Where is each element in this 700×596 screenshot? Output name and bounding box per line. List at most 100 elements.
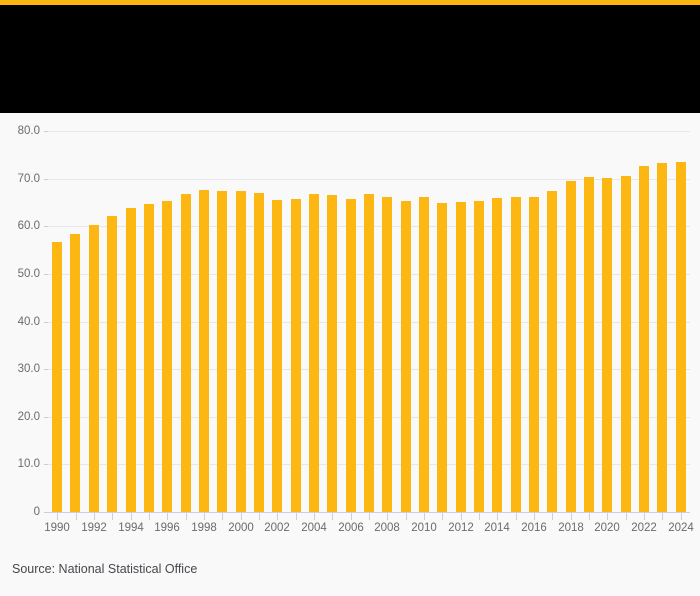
bar-slot: [672, 113, 690, 512]
x-tick-label: 2012: [448, 522, 474, 534]
x-tick-mark: [131, 512, 132, 520]
x-tick-mark: [76, 512, 77, 520]
bar[interactable]: [455, 202, 466, 512]
x-tick-mark: [534, 512, 535, 520]
bar-slot: [103, 113, 121, 512]
y-axis: 80.0 70.0 60.0 50.0 40.0 30.0 20.0 10.0 0: [0, 113, 40, 550]
top-accent-strip: [0, 0, 700, 5]
x-tick-mark: [662, 512, 663, 520]
bar[interactable]: [70, 233, 81, 512]
x-tick-mark: [57, 512, 58, 520]
bar[interactable]: [419, 196, 429, 512]
bar[interactable]: [584, 177, 595, 512]
bar-slot: [580, 113, 598, 512]
x-tick-mark: [497, 512, 498, 520]
bar[interactable]: [88, 224, 99, 512]
bar-slot: [305, 113, 323, 512]
bar[interactable]: [382, 196, 393, 512]
y-tick-label: 20.0: [17, 410, 40, 423]
y-tick-mark: [44, 416, 48, 418]
bar[interactable]: [327, 194, 338, 512]
redacted-title-banner: [0, 5, 700, 113]
x-tick-mark: [552, 512, 553, 520]
x-tick-label: 2016: [521, 522, 547, 534]
bar-slot: [323, 113, 341, 512]
x-tick-label: 2024: [668, 522, 694, 534]
bar-slot: [341, 113, 359, 512]
y-tick-label: 60.0: [17, 220, 40, 233]
x-tick-mark: [589, 512, 590, 520]
x-tick-mark: [351, 512, 352, 520]
bar-slot: [470, 113, 488, 512]
bar[interactable]: [107, 215, 118, 512]
source-note: Source: National Statistical Office: [12, 562, 198, 576]
y-tick-label: 40.0: [17, 315, 40, 328]
x-tick-label: 2022: [631, 522, 657, 534]
bar[interactable]: [437, 202, 448, 512]
y-tick-mark: [44, 369, 48, 371]
x-tick-mark: [332, 512, 333, 520]
bar[interactable]: [675, 161, 686, 512]
x-tick-mark: [204, 512, 205, 520]
bar-slot: [543, 113, 561, 512]
y-tick-label: 30.0: [17, 363, 40, 376]
bar-slot: [286, 113, 304, 512]
bar-slot: [213, 113, 231, 512]
bar[interactable]: [400, 200, 411, 512]
bar[interactable]: [602, 177, 613, 512]
footer: Source: National Statistical Office: [0, 550, 700, 596]
x-tick-mark: [479, 512, 480, 520]
bar[interactable]: [529, 196, 540, 512]
x-tick-label: 2004: [301, 522, 327, 534]
bar[interactable]: [639, 166, 650, 512]
plot-area: 80.0 70.0 60.0 50.0 40.0 30.0 20.0 10.0 0 1990 19…: [0, 113, 700, 550]
bar[interactable]: [510, 197, 521, 512]
bar[interactable]: [657, 162, 668, 512]
bar[interactable]: [565, 181, 576, 512]
y-tick-mark: [44, 321, 48, 323]
bar[interactable]: [253, 193, 264, 512]
bar[interactable]: [492, 198, 503, 512]
bar-slot: [635, 113, 653, 512]
bar-slot: [433, 113, 451, 512]
x-tick-mark: [241, 512, 242, 520]
bar[interactable]: [272, 200, 283, 512]
x-tick-label: 2006: [338, 522, 364, 534]
bar-slot: [562, 113, 580, 512]
x-tick-mark: [222, 512, 223, 520]
x-tick-mark: [442, 512, 443, 520]
bar[interactable]: [620, 175, 631, 512]
x-tick-label: 1992: [81, 522, 107, 534]
bar[interactable]: [217, 190, 228, 512]
x-tick-label: 2020: [594, 522, 620, 534]
bar[interactable]: [143, 204, 154, 512]
x-axis: 1990 1992 1994 1996 1998 2000 2002 2004 2006 2008…: [44, 512, 694, 552]
bar[interactable]: [125, 208, 136, 512]
bar[interactable]: [198, 190, 209, 512]
bar-series: [48, 113, 690, 512]
bar[interactable]: [162, 200, 173, 512]
bar-slot: [378, 113, 396, 512]
bar-slot: [488, 113, 506, 512]
bar-slot: [415, 113, 433, 512]
x-tick-mark: [296, 512, 297, 520]
y-tick-mark: [44, 226, 48, 228]
bar[interactable]: [52, 241, 63, 512]
bar-slot: [360, 113, 378, 512]
bar[interactable]: [474, 200, 485, 512]
bar[interactable]: [290, 198, 301, 512]
x-tick-mark: [681, 512, 682, 520]
y-tick-mark: [44, 464, 48, 466]
bar[interactable]: [235, 191, 246, 512]
bar[interactable]: [345, 198, 356, 512]
bar[interactable]: [308, 193, 319, 512]
x-tick-label: 2000: [228, 522, 254, 534]
bar[interactable]: [547, 191, 558, 512]
bar-slot: [525, 113, 543, 512]
bar[interactable]: [180, 193, 191, 512]
x-tick-mark: [186, 512, 187, 520]
x-tick-mark: [94, 512, 95, 520]
y-tick-mark: [44, 273, 48, 275]
bar[interactable]: [363, 194, 374, 512]
bar-slot: [397, 113, 415, 512]
